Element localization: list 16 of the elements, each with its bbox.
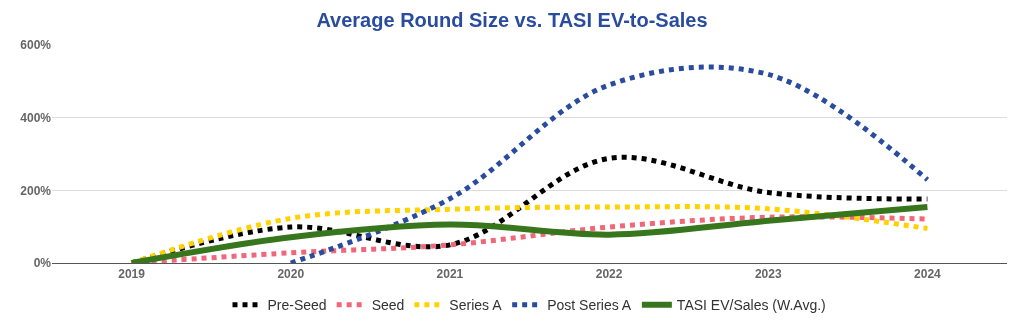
x-tick-label: 2019 — [118, 267, 146, 282]
y-tick-label: 200% — [20, 183, 52, 198]
legend-label: TASI EV/Sales (W.Avg.) — [676, 297, 826, 314]
y-tick-label: 400% — [20, 110, 52, 125]
x-tick-label: 2021 — [436, 267, 464, 282]
x-tick-label: 2022 — [595, 267, 623, 282]
legend-label: Pre-Seed — [267, 297, 327, 314]
legend-label: Post Series A — [547, 297, 632, 314]
y-tick-label: 0% — [33, 256, 52, 271]
x-tick-label: 2023 — [754, 267, 782, 282]
x-tick-label: 2020 — [277, 267, 305, 282]
y-tick-label: 600% — [20, 38, 52, 53]
x-tick-label: 2024 — [914, 267, 942, 282]
legend-label: Series A — [449, 297, 503, 314]
chart-title: Average Round Size vs. TASI EV-to-Sales — [316, 9, 708, 32]
legend-label: Seed — [371, 297, 405, 314]
